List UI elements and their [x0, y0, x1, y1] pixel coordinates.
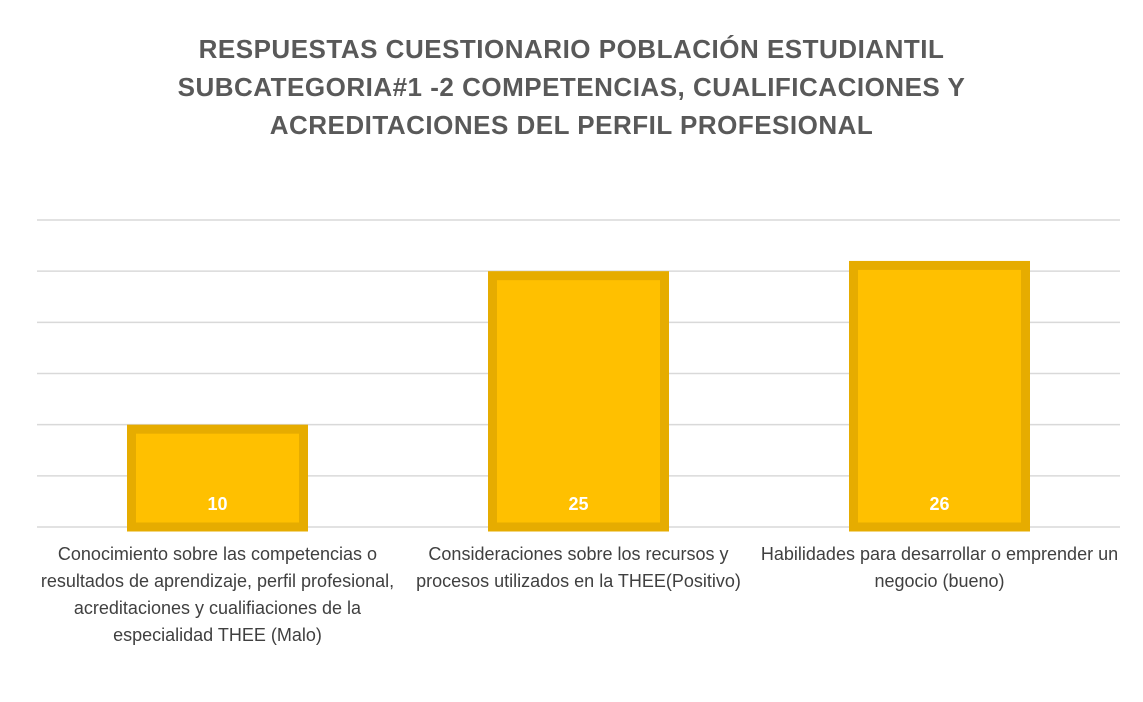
chart-title: RESPUESTAS CUESTIONARIO POBLACIÓN ESTUDI…: [177, 34, 966, 140]
bar: [849, 260, 1030, 532]
value-label: 10: [207, 494, 227, 514]
x-tick-label: Conocimiento sobre las competencias o re…: [40, 544, 395, 645]
value-label: 26: [929, 494, 949, 514]
value-label: 25: [568, 494, 588, 514]
x-tick-label: Habilidades para desarrollar o emprender…: [760, 544, 1119, 591]
bar: [127, 424, 308, 532]
bar: [488, 271, 669, 532]
x-tick-label: Consideraciones sobre los recursos y pro…: [416, 544, 741, 591]
